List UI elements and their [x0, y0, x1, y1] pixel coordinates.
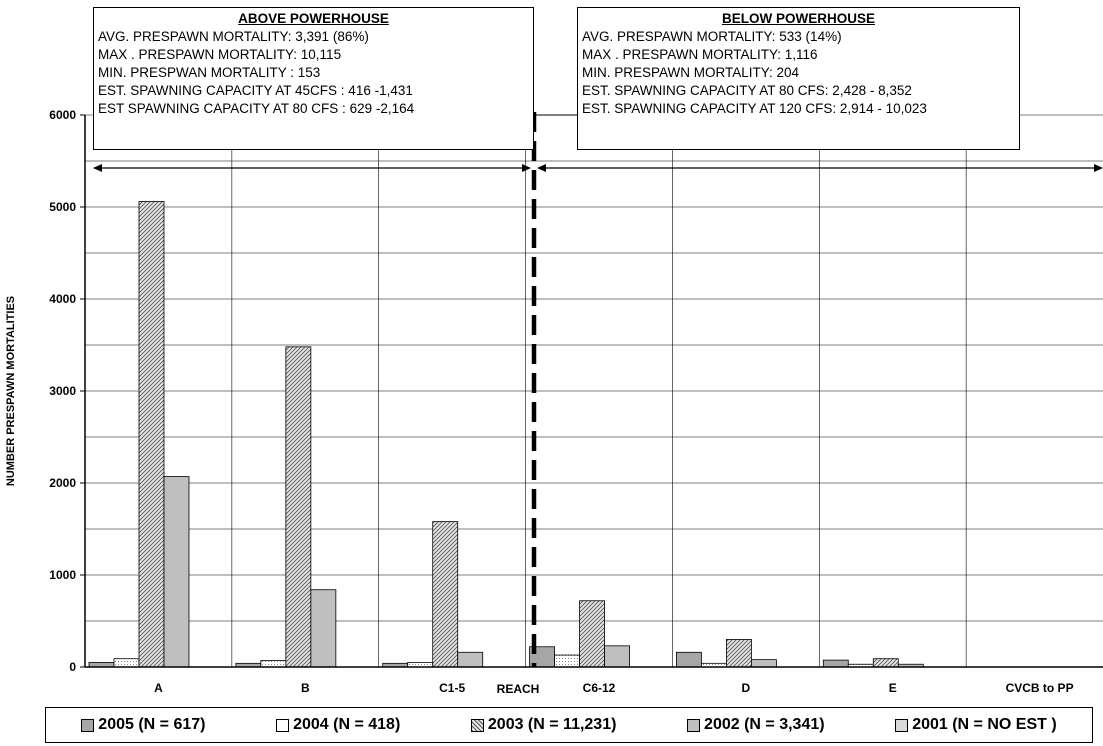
below-capacity-80cfs: EST. SPAWNING CAPACITY AT 80 CFS: 2,428 … — [582, 83, 912, 98]
legend-label-2003: 2003 (N = 11,231) — [487, 716, 617, 733]
y-tick-label-2000: 2000 — [49, 476, 76, 490]
legend-swatch-2004 — [276, 718, 290, 732]
x-tick-label-a: A — [154, 681, 163, 695]
legend-item-2001: 2001 (N = NO EST ) — [895, 716, 1057, 734]
bars — [88, 201, 924, 668]
y-tick-label-3000: 3000 — [49, 384, 76, 398]
y-tick-label-4000: 4000 — [49, 292, 76, 306]
above-capacity-45cfs: EST. SPAWNING CAPACITY AT 45CFS : 416 -1… — [98, 83, 413, 98]
x-tick-label-d: D — [742, 681, 751, 695]
legend-item-2005: 2005 (N = 617) — [81, 716, 205, 734]
above-powerhouse-box: ABOVE POWERHOUSE AVG. PRESPAWN MORTALITY… — [93, 7, 534, 150]
below-powerhouse-title: BELOW POWERHOUSE — [721, 11, 875, 26]
y-tick-label-6000: 6000 — [49, 108, 76, 122]
above-range-arrow-left-head — [93, 164, 102, 172]
gridlines — [85, 114, 1103, 667]
legend-swatch-2001 — [895, 718, 909, 732]
y-tick-label-5000: 5000 — [49, 200, 76, 214]
bar-b-2004 — [260, 660, 287, 668]
x-tick-label-c6-12: C6-12 — [583, 681, 616, 695]
legend-label-2004: 2004 (N = 418) — [293, 716, 401, 733]
below-range-arrow-left-head — [537, 164, 546, 172]
bar-c6-12-2002 — [604, 645, 630, 668]
x-axis-title: REACH — [497, 682, 540, 696]
bar-b-2003 — [285, 346, 312, 668]
x-tick-label-b: B — [301, 681, 310, 695]
bar-c6-12-2003 — [579, 600, 605, 668]
below-min-mortality: MIN. PRESPAWN MORTALITY: 204 — [582, 65, 800, 80]
annotation-overlay — [93, 112, 1103, 667]
above-powerhouse-title: ABOVE POWERHOUSE — [238, 11, 389, 26]
y-tick-label-1000: 1000 — [49, 568, 76, 582]
below-avg-mortality: AVG. PRESPAWN MORTALITY: 533 (14%) — [582, 29, 842, 44]
x-tick-label-c1-5: C1-5 — [439, 681, 465, 695]
above-avg-mortality: AVG. PRESPAWN MORTALITY: 3,391 (86%) — [98, 29, 369, 44]
above-max-mortality: MAX . PRESPAWN MORTALITY: 10,115 — [98, 47, 342, 62]
bar-e-2005 — [822, 659, 849, 668]
tick-labels: 0 1000 2000 3000 4000 5000 6000 A B C1-5 C6-12 D E CV… — [5, 108, 1074, 696]
x-tick-label-cvcb-to-pp: CVCB to PP — [1006, 681, 1074, 695]
above-min-mortality: MIN. PRESPWAN MORTALITY : 153 — [98, 65, 321, 80]
below-range-arrow-right-head — [1094, 164, 1103, 172]
above-range-arrow-right-head — [522, 164, 531, 172]
below-powerhouse-box: BELOW POWERHOUSE AVG. PRESPAWN MORTALITY… — [577, 7, 1020, 150]
x-tick-label-e: E — [889, 681, 897, 695]
legend-item-2003: 2003 (N = 11,231) — [470, 716, 617, 734]
bar-c6-12-2004 — [554, 654, 580, 668]
axes — [80, 114, 1103, 668]
legend-item-2004: 2004 (N = 418) — [276, 716, 400, 734]
bar-a-2002 — [163, 476, 190, 668]
above-capacity-80cfs: EST SPAWNING CAPACITY AT 80 CFS : 629 -2… — [98, 101, 415, 116]
bar-a-2004 — [113, 658, 140, 668]
bar-c1-5-2002 — [457, 651, 484, 668]
bar-c1-5-2003 — [432, 521, 459, 668]
bar-e-2003 — [872, 658, 899, 668]
bar-a-2003 — [138, 201, 165, 668]
bar-d-2002 — [751, 659, 777, 668]
legend-label-2001: 2001 (N = NO EST ) — [912, 716, 1057, 733]
bar-d-2003 — [726, 639, 752, 668]
below-capacity-120cfs: EST. SPAWNING CAPACITY AT 120 CFS: 2,914… — [582, 101, 927, 116]
legend-swatch-2002 — [687, 718, 701, 732]
bar-b-2002 — [310, 589, 337, 668]
legend-label-2002: 2002 (N = 3,341) — [704, 716, 825, 733]
below-max-mortality: MAX . PRESPAWN MORTALITY: 1,116 — [582, 47, 818, 62]
legend: 2005 (N = 617) 2004 (N = 418) 2003 (N = … — [45, 707, 1093, 743]
legend-item-2002: 2002 (N = 3,341) — [687, 716, 825, 734]
legend-label-2005: 2005 (N = 617) — [98, 716, 206, 733]
legend-swatch-2005 — [81, 718, 95, 732]
y-axis-title: NUMBER PRESPAWN MORTALITIES — [5, 296, 17, 486]
y-tick-label-0: 0 — [69, 660, 76, 674]
bar-d-2005 — [676, 651, 702, 668]
legend-swatch-2003 — [470, 718, 484, 732]
